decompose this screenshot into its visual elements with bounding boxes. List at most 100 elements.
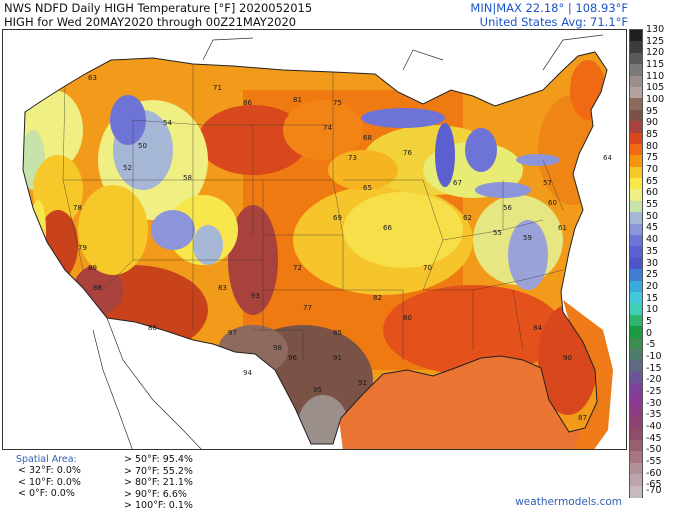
canada-coast: [202, 34, 604, 71]
color-scale-label: 20: [646, 280, 659, 292]
color-scale-segment: [630, 326, 642, 339]
temp-label: 75: [333, 99, 342, 107]
color-scale-segment: [630, 371, 642, 384]
color-scale-label: -15: [646, 362, 662, 374]
color-scale-segment: [630, 178, 642, 191]
color-scale-segment: [630, 200, 642, 213]
stats-below-list: < 32°F: 0.0% < 10°F: 0.0% < 0°F: 0.0%: [18, 465, 81, 500]
color-scale-segment: [630, 405, 642, 418]
chart-header: NWS NDFD Daily HIGH Temperature [°F] 202…: [4, 1, 312, 29]
color-scale-segment: [630, 212, 642, 225]
color-scale-label: -70: [646, 485, 662, 496]
color-scale-segment: [630, 485, 642, 498]
temp-label: 96: [288, 354, 297, 362]
country-outline: [22, 51, 608, 445]
color-scale-segment: [630, 223, 642, 236]
color-scale-label: 130: [646, 24, 665, 35]
temp-label: 64: [603, 154, 612, 162]
color-scale-label: -35: [646, 409, 662, 421]
color-scale-segment: [630, 474, 642, 487]
temp-label: 98: [273, 344, 282, 352]
stat-below-32: < 32°F: 0.0%: [18, 465, 81, 476]
color-scale-segment: [630, 451, 642, 464]
temp-label: 56: [503, 204, 512, 212]
color-scale-label: 105: [646, 82, 665, 94]
color-scale-label: -25: [646, 385, 662, 397]
title-line: NWS NDFD Daily HIGH Temperature [°F] 202…: [4, 1, 313, 15]
color-scale-label: 5: [646, 315, 653, 327]
temp-label: 72: [293, 264, 302, 272]
temp-label: 54: [163, 119, 172, 127]
color-scale-segment: [630, 64, 642, 77]
color-scale-label: -20: [646, 374, 662, 386]
min-max-readout: MIN|MAX 22.18° | 108.93°F: [470, 1, 628, 15]
temp-label: 50: [138, 142, 147, 150]
us-average-readout: United States Avg: 71.1°F: [479, 15, 628, 29]
color-scale-label: -40: [646, 420, 662, 432]
stats-header: MIN|MAX 22.18° | 108.93°F United States …: [470, 1, 628, 29]
color-scale-label: 90: [646, 117, 659, 129]
color-scale-segment: [630, 166, 642, 179]
temp-label: 93: [251, 292, 260, 300]
color-scale-bar: [629, 29, 643, 498]
color-scale-label: 25: [646, 269, 659, 281]
baja-coast: [92, 329, 133, 449]
temp-label: 55: [493, 229, 502, 237]
temp-label: 80: [403, 314, 412, 322]
temp-label: 62: [463, 214, 472, 222]
stat-above-80: > 80°F: 21.1%: [124, 477, 193, 488]
temp-label: 78: [73, 204, 82, 212]
color-scale-label: 0: [646, 327, 653, 339]
temp-label: 61: [558, 224, 567, 232]
color-scale-label: 50: [646, 210, 659, 222]
color-scale-segment: [630, 337, 642, 350]
temp-label: 73: [348, 154, 357, 162]
color-scale-label: -10: [646, 350, 662, 362]
color-scale-segment: [630, 75, 642, 88]
color-scale-segment: [630, 246, 642, 259]
color-scale-segment: [630, 303, 642, 316]
map-canvas: 63 71 86 81 75 68 74 76 73 64 60 56 78 7…: [3, 30, 626, 449]
stat-above-100: > 100°F: 0.1%: [124, 500, 193, 511]
temp-label: 83: [218, 284, 227, 292]
mexico-coast: [106, 317, 202, 449]
color-scale-segment: [630, 428, 642, 441]
temp-label: 60: [548, 199, 557, 207]
color-scale-segment: [630, 109, 642, 122]
color-scale-segment: [630, 155, 642, 168]
color-scale-label: 120: [646, 47, 665, 59]
color-scale-labels: 130 125 120 115 110 105 100 95 90 85 80 75 70 65 60 55 5…: [646, 25, 680, 498]
temp-label: 52: [123, 164, 132, 172]
stats-above-list: > 50°F: 95.4% > 70°F: 55.2% > 80°F: 21.1…: [124, 454, 193, 512]
temp-label: 91: [333, 354, 342, 362]
temp-label: 76: [403, 149, 412, 157]
color-scale-label: 75: [646, 152, 659, 164]
temp-label: 59: [523, 234, 532, 242]
temp-label: 57: [543, 179, 552, 187]
color-scale-label: 10: [646, 304, 659, 316]
color-scale-label: -60: [646, 467, 662, 479]
color-scale-segment: [630, 280, 642, 293]
temp-label: 89: [88, 264, 97, 272]
temp-label: 58: [183, 174, 192, 182]
color-scale-label: 110: [646, 70, 665, 82]
temp-label: 81: [293, 96, 302, 104]
color-scale-label: 55: [646, 199, 659, 211]
color-scale-label: 70: [646, 164, 659, 176]
color-scale-segment: [630, 30, 642, 42]
stat-above-70: > 70°F: 55.2%: [124, 465, 193, 477]
temp-label: 94: [243, 369, 252, 377]
color-scale-label: -5: [646, 339, 656, 351]
temperature-labels: 63 71 86 81 75 68 74 76 73 64 60 56 78 7…: [73, 74, 612, 422]
color-scale-segment: [630, 98, 642, 111]
color-scale-segment: [630, 383, 642, 396]
temp-label: 92: [358, 379, 367, 387]
temp-label: 97: [228, 329, 237, 337]
color-scale-label: 100: [646, 94, 665, 106]
color-scale-segment: [630, 462, 642, 475]
color-scale-segment: [630, 348, 642, 361]
temp-label: 95: [313, 386, 322, 394]
temp-label: 88: [93, 284, 102, 292]
color-scale-label: 80: [646, 140, 659, 152]
color-scale-label: -30: [646, 397, 662, 409]
